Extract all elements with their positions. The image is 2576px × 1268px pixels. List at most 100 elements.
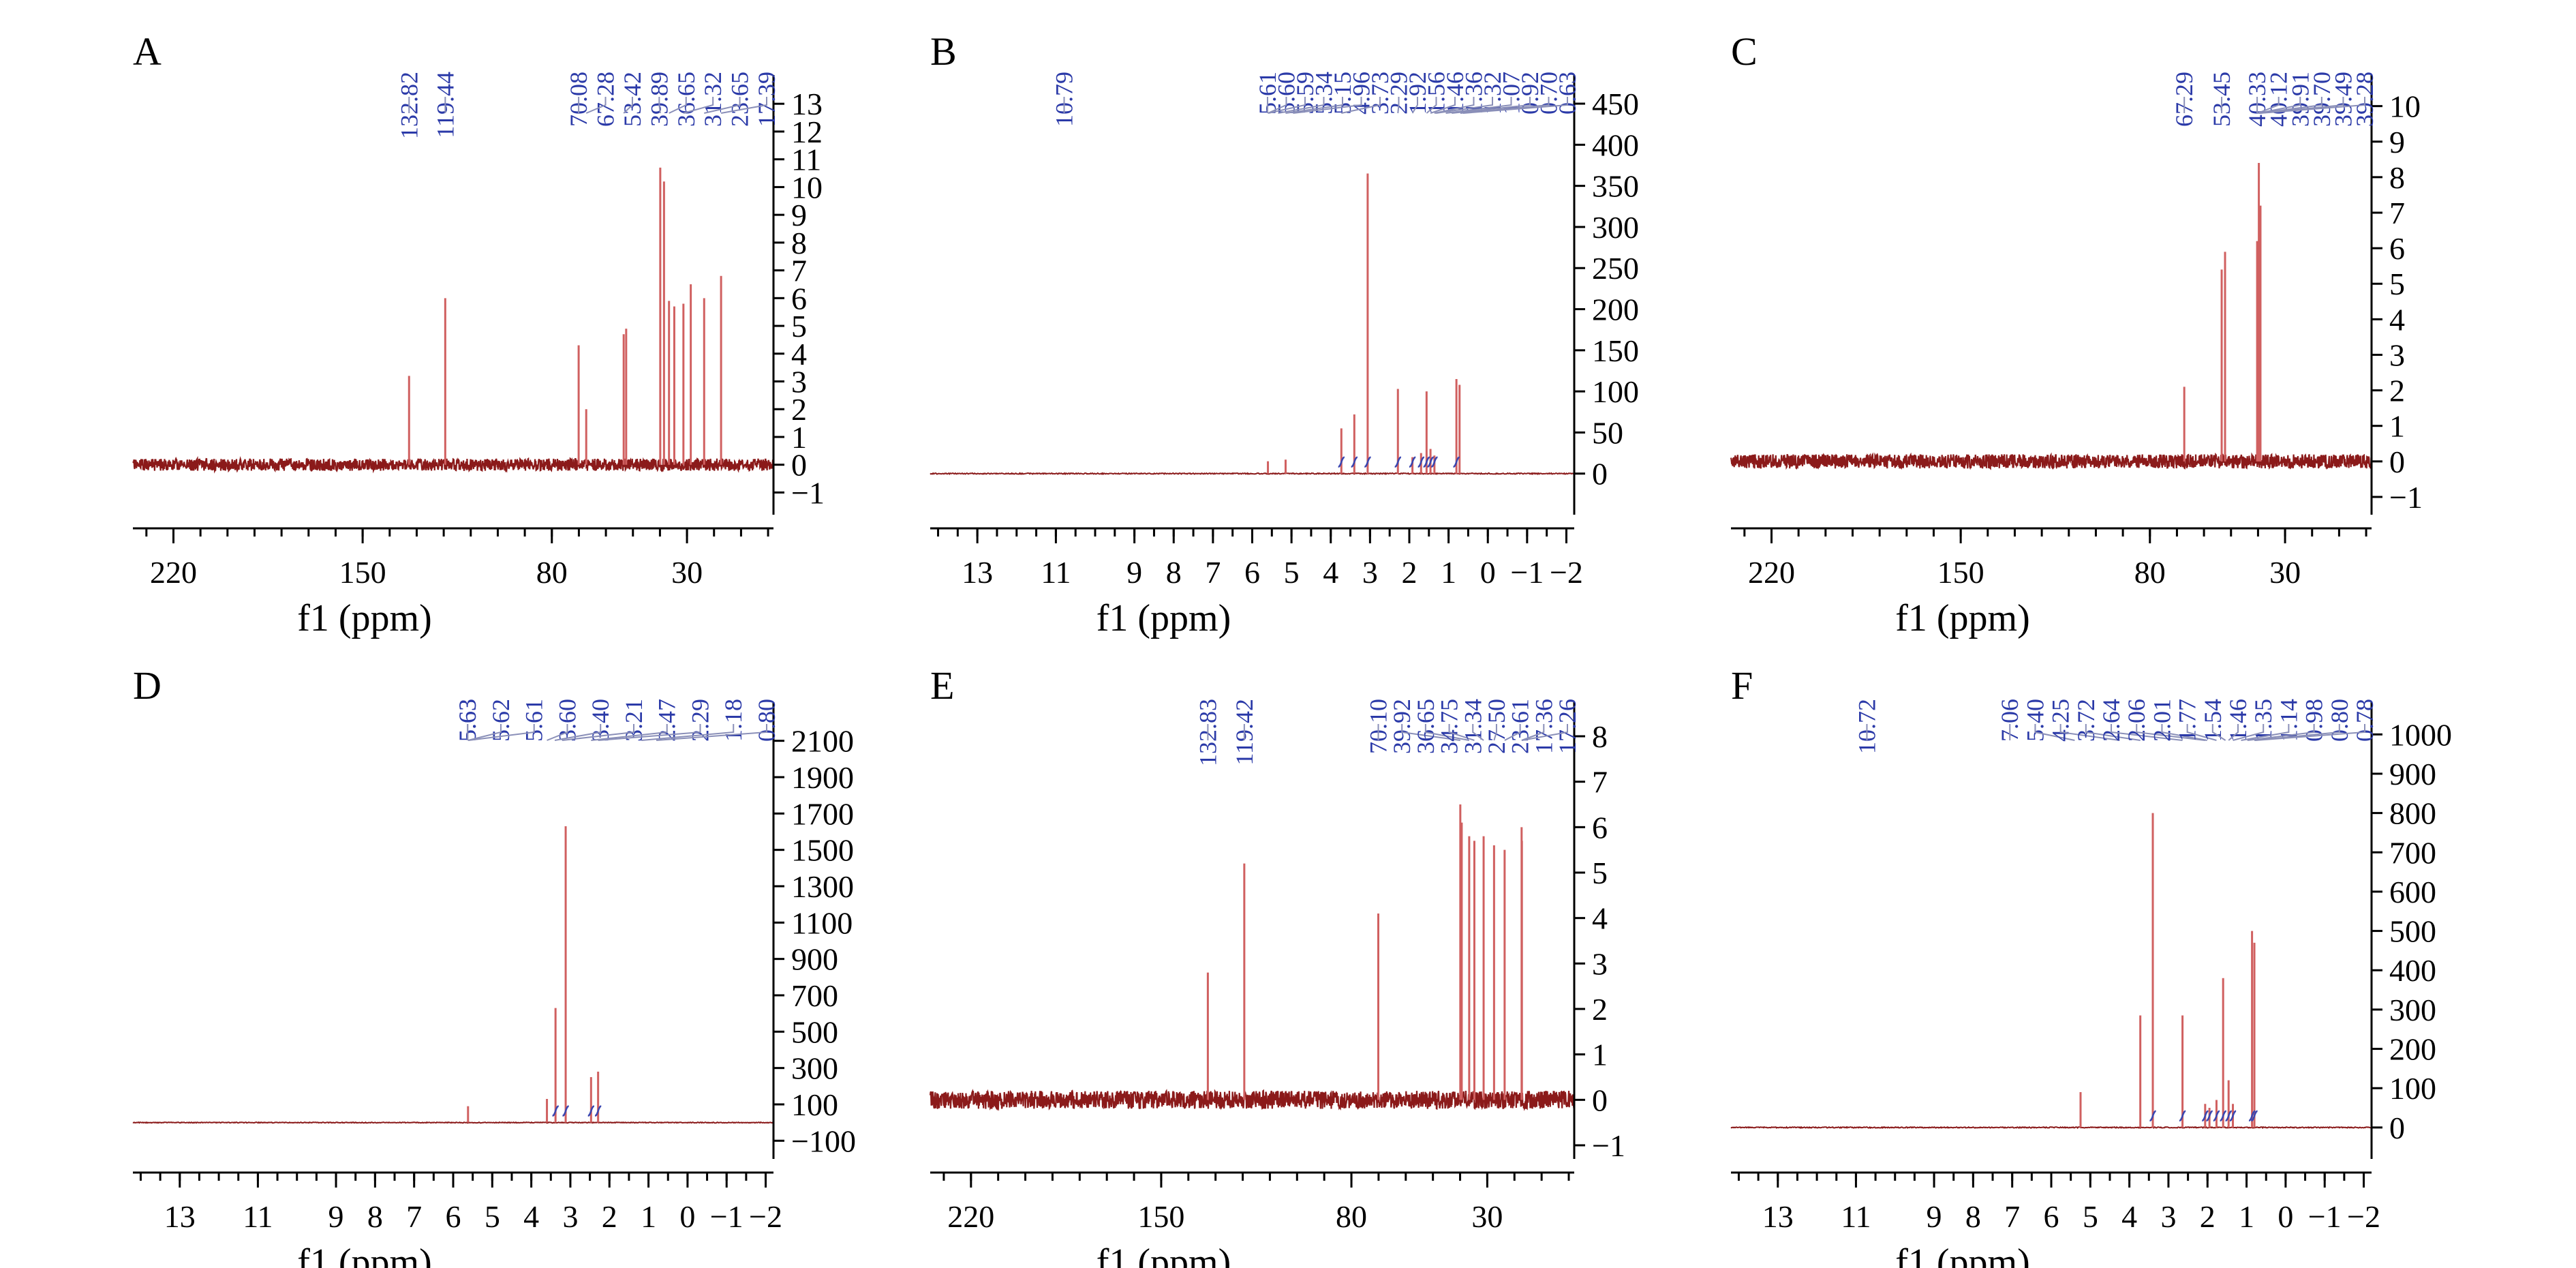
integration-curve-4 [1409, 456, 1416, 468]
x-tick-label-1: 150 [1937, 555, 1984, 590]
peak-leader-15 [1452, 97, 1531, 114]
y-tick-label-9: 100 [2389, 1071, 2436, 1106]
y-tick-label-9: 300 [791, 1051, 838, 1086]
integration-curve-3 [2206, 1110, 2213, 1122]
spectrum-baseline [1730, 452, 2373, 470]
peak-leader-15 [2255, 724, 2365, 741]
x-tick-label-10: 1 [2239, 1199, 2254, 1234]
peak-leader-8 [598, 724, 701, 741]
peak-leader-4 [1424, 724, 1470, 741]
x-tick-label-7: 4 [523, 1199, 539, 1234]
x-axis-label: f1 (ppm) [1895, 1241, 2030, 1268]
peak-label-17: 0.63 [1554, 72, 1581, 115]
x-tick-label-10: 1 [1441, 555, 1456, 590]
peak-label-9: 1.92 [1404, 72, 1431, 115]
y-tick-label-4: 6 [2389, 231, 2405, 266]
x-tick-label-5: 6 [446, 1199, 461, 1234]
x-tick-label-3: 8 [1166, 555, 1182, 590]
x-tick-label-9: 2 [1401, 555, 1417, 590]
peak-leader-7 [591, 724, 668, 741]
peak-label-4: 3.72 [2072, 699, 2100, 742]
x-tick-label-12: −1 [710, 1199, 743, 1234]
peak-leader-9 [2211, 724, 2226, 741]
x-tick-label-7: 4 [1323, 555, 1338, 590]
y-tick-label-5: 5 [2389, 267, 2405, 301]
peak-leader-5 [1448, 724, 1475, 741]
peak-leader-4 [1278, 97, 1325, 114]
x-tick-label-0: 220 [1748, 555, 1795, 590]
x-tick-label-5: 6 [1244, 555, 1260, 590]
y-tick-label-1: 12 [791, 115, 823, 149]
peak-leader-5 [1285, 97, 1343, 114]
peak-leader-13 [1436, 97, 1493, 114]
y-tick-label-10: 100 [791, 1087, 838, 1122]
peak-leader-2 [1268, 97, 1287, 114]
y-tick-label-5: 1100 [791, 905, 853, 940]
peak-label-5: 2.64 [2098, 699, 2125, 742]
y-tick-label-1: 900 [2389, 757, 2436, 791]
y-tick-label-13: 0 [791, 448, 807, 483]
y-tick-label-10: 0 [2389, 1111, 2405, 1145]
x-tick-label-2: 80 [2134, 555, 2166, 590]
peak-leader-8 [2186, 724, 2217, 741]
integration-curve-7 [1427, 456, 1435, 468]
y-tick-label-11: 2 [791, 392, 807, 427]
spectrum-baseline [132, 1121, 774, 1124]
x-axis-label: f1 (ppm) [1895, 597, 2030, 639]
y-tick-label-10: 3 [791, 365, 807, 399]
peak-leader-7 [2161, 724, 2207, 741]
peak-leader-3 [2257, 97, 2280, 114]
y-tick-label-5: 500 [2389, 914, 2436, 949]
x-tick-label-10: 1 [641, 1199, 656, 1234]
peak-leader-3 [585, 97, 607, 114]
peak-leader-10 [1426, 97, 1437, 114]
peak-label-7: 2.01 [2148, 699, 2175, 742]
y-tick-label-1: 400 [1592, 127, 1639, 162]
peak-leader-6 [1472, 724, 1484, 741]
y-tick-label-6: 400 [2389, 953, 2436, 988]
x-tick-label-2: 9 [328, 1199, 344, 1234]
peak-label-10: 0.80 [753, 699, 780, 742]
x-axis-label: f1 (ppm) [297, 1241, 432, 1268]
y-tick-label-7: 3 [2389, 337, 2405, 372]
x-tick-label-0: 13 [164, 1199, 196, 1234]
y-tick-label-2: 350 [1592, 169, 1639, 204]
peak-leader-12 [2241, 724, 2290, 741]
y-tick-label-2: 1700 [791, 796, 854, 831]
integration-curve-0 [2149, 1110, 2157, 1122]
y-tick-label-7: 1 [1592, 1038, 1608, 1072]
y-tick-label-8: 5 [791, 309, 807, 344]
spectrum-peaks [408, 167, 722, 465]
peak-leader-8 [704, 97, 741, 114]
peak-leader-4 [547, 724, 568, 741]
y-tick-label-0: 2100 [791, 724, 854, 759]
y-tick-label-5: 3 [1592, 946, 1608, 981]
integration-curves [2149, 1110, 2258, 1122]
spectrum-panel-e: E 8 7 6 5 4 3 2 1 0 −1 220 150 80 30 f1 (ppm) 132.83 119.… [929, 663, 1625, 1268]
panel-label: C [1731, 29, 1758, 74]
y-tick-label-11: −100 [791, 1123, 856, 1158]
x-tick-label-12: −1 [2308, 1199, 2342, 1234]
integration-curve-1 [1351, 456, 1358, 468]
y-tick-label-12: 1 [791, 420, 807, 455]
x-tick-label-3: 30 [1471, 1199, 1503, 1234]
integration-curve-3 [594, 1105, 602, 1117]
peak-label-2: 5.40 [2021, 699, 2049, 742]
peak-labels: 10.72 7.065.404.253.722.642.062.011.771.5… [1853, 699, 2378, 754]
integration-curve-2 [1364, 456, 1371, 468]
peak-leader-5 [2111, 724, 2183, 741]
peak-leader-9 [1521, 724, 1545, 741]
x-tick-label-3: 8 [367, 1199, 383, 1234]
y-tick-label-4: 4 [1592, 901, 1608, 936]
x-tick-label-9: 2 [2200, 1199, 2215, 1234]
y-tick-label-9: −1 [1592, 1128, 1625, 1163]
y-tick-label-4: 250 [1592, 251, 1639, 286]
y-tick-label-2: 800 [2389, 796, 2436, 831]
x-tick-label-2: 80 [1336, 1199, 1367, 1234]
y-tick-label-8: 2 [2389, 374, 2405, 408]
x-tick-label-8: 3 [1362, 555, 1378, 590]
x-tick-label-3: 30 [2269, 555, 2301, 590]
